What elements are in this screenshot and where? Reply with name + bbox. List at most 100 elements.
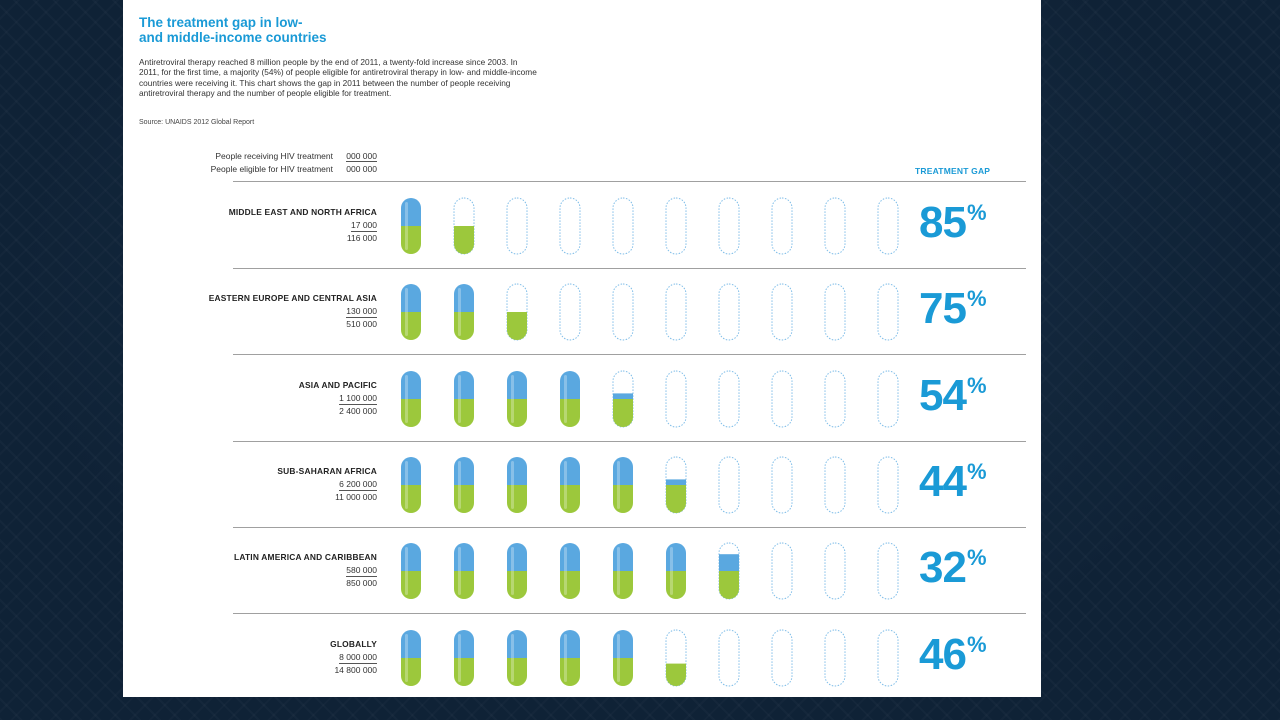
treatment-gap-value: 75% [919, 284, 987, 334]
region-name: SUB-SAHARAN AFRICA [277, 465, 377, 476]
capsule-full [507, 456, 527, 513]
capsule-empty [771, 370, 793, 428]
region-row: ASIA AND PACIFIC 1 100 000 2 400 000 54% [123, 355, 1041, 442]
capsule-empty [877, 197, 899, 255]
capsule-empty [718, 197, 740, 255]
region-name: ASIA AND PACIFIC [298, 379, 377, 390]
capsule-full [401, 198, 421, 254]
capsule-empty [665, 370, 687, 428]
capsule-partial [666, 479, 686, 513]
capsule-empty [718, 629, 740, 686]
region-receiving-value: 130 000 [346, 306, 377, 319]
treatment-gap-value: 46% [919, 630, 987, 680]
legend-eligible-label: People eligible for HIV treatment [210, 164, 333, 174]
capsule-full [454, 629, 474, 686]
chart-title: The treatment gap in low- and middle-inc… [139, 15, 327, 45]
legend-receiving: People receiving HIV treatment 000 000 [123, 151, 377, 163]
region-eligible-value: 2 400 000 [339, 405, 377, 416]
region-receiving-value: 580 000 [346, 565, 377, 578]
capsule-full [401, 370, 421, 427]
capsule-full [613, 629, 633, 686]
capsule-empty [771, 283, 793, 341]
row-divider [233, 268, 1026, 269]
region-eligible-value: 11 000 000 [335, 491, 377, 502]
capsule-bar [401, 283, 899, 341]
capsule-full [454, 284, 474, 341]
intro-paragraph: Antiretroviral therapy reached 8 million… [139, 57, 537, 98]
source-note: Source: UNAIDS 2012 Global Report [139, 119, 255, 126]
title-line-1: The treatment gap in low- [139, 15, 303, 30]
capsule-bar [401, 197, 899, 255]
capsule-full [613, 456, 633, 513]
region-name: EASTERN EUROPE AND CENTRAL ASIA [208, 293, 377, 304]
capsule-full [401, 456, 421, 513]
capsule-bar [401, 629, 899, 686]
capsule-empty [771, 542, 793, 600]
capsule-partial [613, 392, 633, 427]
capsule-bar [401, 456, 899, 514]
legend-eligible-value: 000 000 [346, 164, 377, 174]
capsule-partial [666, 663, 686, 686]
treatment-gap-value: 32% [919, 543, 987, 593]
capsule-full [401, 543, 421, 600]
treatment-gap-value: 54% [919, 371, 987, 421]
percent-sign: % [966, 200, 987, 225]
capsule-bar [401, 370, 899, 428]
row-divider [233, 354, 1026, 356]
capsule-empty [559, 197, 581, 255]
percent-sign: % [966, 286, 987, 312]
gap-number: 54 [919, 370, 967, 420]
region-row: LATIN AMERICA AND CARIBBEAN 580 000 850 00… [123, 527, 1041, 615]
capsule-empty [718, 370, 740, 428]
region-row: SUB-SAHARAN AFRICA 6 200 000 11 000 000 44% [123, 441, 1041, 528]
treatment-gap-header: TREATMENT GAP [915, 166, 991, 176]
capsule-empty [824, 197, 846, 255]
infographic-slide: The treatment gap in low- and middle-inc… [123, 0, 1041, 697]
region-eligible-value: 116 000 [346, 233, 377, 243]
capsule-full [560, 629, 580, 686]
capsule-empty [824, 370, 846, 428]
capsule-full [507, 543, 527, 600]
capsule-empty [612, 283, 634, 341]
region-row: MIDDLE EAST AND NORTH AFRICA 17 000 116 00… [123, 182, 1041, 269]
percent-sign: % [966, 545, 987, 571]
gap-number: 85 [919, 198, 967, 247]
capsule-empty [612, 197, 634, 255]
gap-number: 75 [919, 284, 967, 334]
region-name: GLOBALLY [330, 638, 377, 649]
row-divider [233, 613, 1026, 615]
region-eligible-value: 850 000 [346, 578, 377, 589]
legend-receiving-value: 000 000 [346, 151, 377, 162]
region-name: LATIN AMERICA AND CARIBBEAN [234, 552, 377, 563]
region-receiving-value: 8 000 000 [339, 651, 377, 664]
capsule-full [401, 629, 421, 686]
capsule-empty [824, 629, 846, 686]
row-divider [233, 526, 1026, 528]
capsule-empty [506, 197, 528, 255]
capsule-empty [771, 197, 793, 255]
percent-sign: % [966, 631, 987, 657]
legend-eligible: People eligible for HIV treatment 000 00… [123, 164, 377, 176]
capsule-full [560, 543, 580, 600]
gap-number: 46 [919, 629, 967, 679]
region-receiving-value: 6 200 000 [339, 478, 377, 491]
capsule-empty [771, 629, 793, 686]
region-receiving-value: 17 000 [351, 220, 377, 232]
capsule-full [401, 284, 421, 341]
region-name: MIDDLE EAST AND NORTH AFRICA [228, 207, 377, 217]
legend-receiving-label: People receiving HIV treatment [215, 151, 333, 161]
capsule-partial [507, 312, 527, 341]
capsule-full [507, 629, 527, 686]
percent-sign: % [966, 458, 987, 484]
capsule-empty [771, 456, 793, 514]
capsule-empty [877, 370, 899, 428]
capsule-partial [454, 226, 474, 254]
capsule-empty [877, 456, 899, 514]
capsule-full [666, 543, 686, 600]
capsule-empty [559, 283, 581, 341]
header-divider [233, 181, 1026, 182]
gap-number: 32 [919, 543, 967, 593]
capsule-full [560, 456, 580, 513]
capsule-empty [824, 542, 846, 600]
capsule-empty [877, 542, 899, 600]
